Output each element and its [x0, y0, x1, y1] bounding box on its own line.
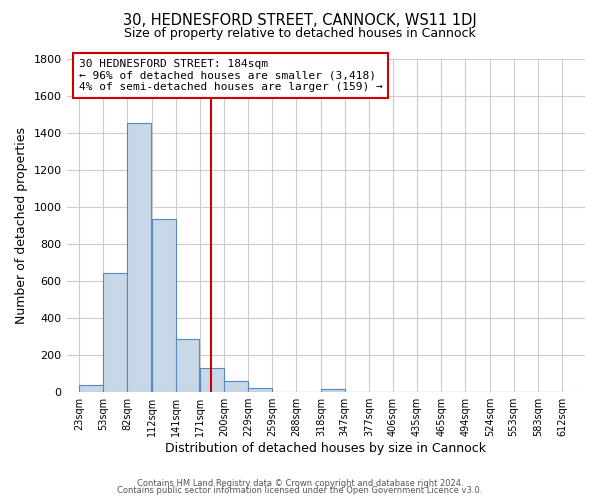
- Bar: [103, 273, 127, 392]
- Bar: [248, 388, 272, 392]
- Bar: [176, 338, 199, 392]
- Text: Size of property relative to detached houses in Cannock: Size of property relative to detached ho…: [124, 28, 476, 40]
- Text: 30, HEDNESFORD STREET, CANNOCK, WS11 1DJ: 30, HEDNESFORD STREET, CANNOCK, WS11 1DJ: [123, 12, 477, 28]
- Bar: [200, 368, 224, 392]
- X-axis label: Distribution of detached houses by size in Cannock: Distribution of detached houses by size …: [165, 442, 486, 455]
- Y-axis label: Number of detached properties: Number of detached properties: [15, 127, 28, 324]
- Bar: [127, 123, 151, 392]
- Bar: [79, 385, 103, 392]
- Bar: [152, 219, 176, 392]
- Bar: [321, 390, 344, 392]
- Bar: [224, 381, 248, 392]
- Text: 30 HEDNESFORD STREET: 184sqm
← 96% of detached houses are smaller (3,418)
4% of : 30 HEDNESFORD STREET: 184sqm ← 96% of de…: [79, 59, 383, 92]
- Text: Contains HM Land Registry data © Crown copyright and database right 2024.: Contains HM Land Registry data © Crown c…: [137, 478, 463, 488]
- Text: Contains public sector information licensed under the Open Government Licence v3: Contains public sector information licen…: [118, 486, 482, 495]
